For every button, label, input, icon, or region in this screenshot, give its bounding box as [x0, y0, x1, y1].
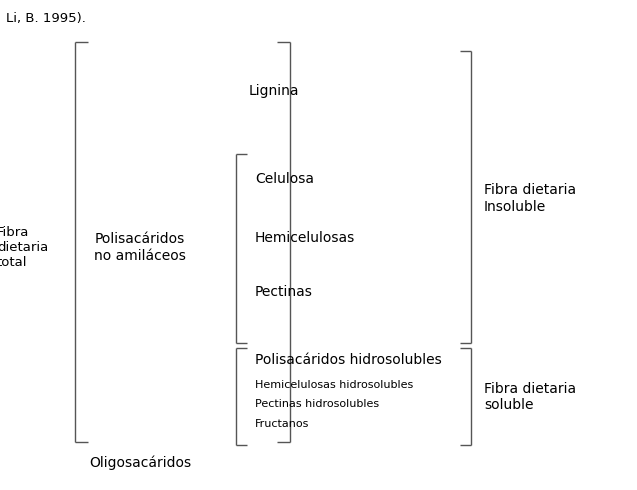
- Text: Lignina: Lignina: [248, 84, 299, 98]
- Text: Fibra
dietaria
total: Fibra dietaria total: [0, 226, 48, 269]
- Text: Oligosacáridos: Oligosacáridos: [89, 456, 191, 470]
- Text: Fibra dietaria
soluble: Fibra dietaria soluble: [484, 382, 576, 412]
- Text: Pectinas hidrosolubles: Pectinas hidrosolubles: [255, 399, 379, 409]
- Text: Polisacáridos hidrosolubles: Polisacáridos hidrosolubles: [255, 353, 441, 367]
- Text: Hemicelulosas: Hemicelulosas: [255, 231, 355, 245]
- Text: Polisacáridos
no amiláceos: Polisacáridos no amiláceos: [94, 232, 186, 263]
- Text: Celulosa: Celulosa: [255, 172, 314, 186]
- Text: Li, B. 1995).: Li, B. 1995).: [6, 12, 86, 25]
- Text: Pectinas: Pectinas: [255, 285, 313, 298]
- Text: Hemicelulosas hidrosolubles: Hemicelulosas hidrosolubles: [255, 380, 413, 390]
- Text: Fibra dietaria
Insoluble: Fibra dietaria Insoluble: [484, 183, 576, 214]
- Text: Fructanos: Fructanos: [255, 419, 309, 429]
